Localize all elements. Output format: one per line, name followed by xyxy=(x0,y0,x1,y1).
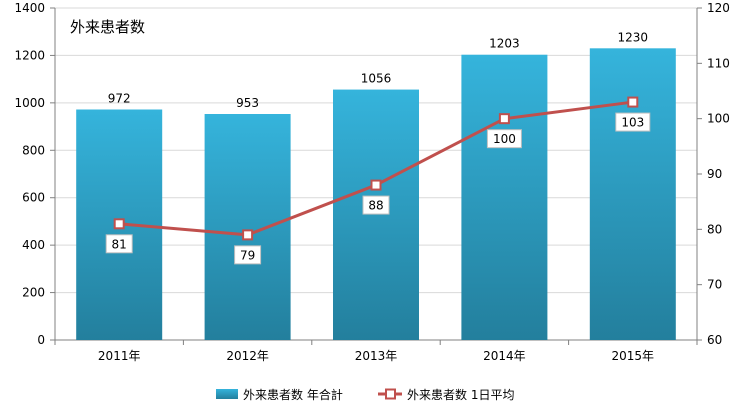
left-tick-label: 600 xyxy=(22,191,45,205)
bar-value-label: 1203 xyxy=(489,37,520,51)
line-point xyxy=(498,113,510,125)
line-value-label: 88 xyxy=(368,199,383,213)
chart-title: 外来患者数 xyxy=(70,18,145,36)
line-value-label: 103 xyxy=(621,116,644,130)
right-tick-label: 100 xyxy=(707,112,730,126)
line-value-label: 81 xyxy=(112,237,127,251)
left-tick-label: 1000 xyxy=(14,96,45,110)
line-label-box xyxy=(362,195,390,215)
right-tick-label: 110 xyxy=(707,56,730,70)
line-value-label: 79 xyxy=(240,248,255,262)
left-tick-label: 0 xyxy=(37,333,45,347)
left-tick-label: 800 xyxy=(22,143,45,157)
right-tick-label: 60 xyxy=(707,333,722,347)
legend: 外来患者数 年合計 外来患者数 1日平均 xyxy=(216,387,514,402)
bar xyxy=(461,54,548,341)
left-tick-label: 1200 xyxy=(14,48,45,62)
left-tick-label: 400 xyxy=(22,238,45,252)
line-label-box xyxy=(486,129,522,149)
line-label-box xyxy=(105,234,133,254)
left-tick-label: 200 xyxy=(22,286,45,300)
bar-value-label: 953 xyxy=(236,96,259,110)
legend-line-label: 外来患者数 1日平均 xyxy=(407,387,514,402)
line-label-box xyxy=(615,112,651,132)
legend-bar-label: 外来患者数 年合計 xyxy=(243,387,343,402)
x-tick-label: 2015年 xyxy=(612,349,655,363)
legend-line-marker xyxy=(385,388,396,400)
x-tick-label: 2014年 xyxy=(483,349,526,363)
line-point xyxy=(242,229,254,241)
right-tick-label: 80 xyxy=(707,222,722,236)
left-tick-label: 1400 xyxy=(14,1,45,15)
bar-value-label: 972 xyxy=(108,91,131,105)
bar xyxy=(589,48,676,341)
line-label-box xyxy=(234,245,262,265)
right-tick-label: 70 xyxy=(707,278,722,292)
bar-value-label: 1056 xyxy=(361,72,392,86)
x-tick-label: 2013年 xyxy=(355,349,398,363)
right-tick-label: 90 xyxy=(707,167,722,181)
line-point xyxy=(370,179,382,191)
x-tick-label: 2011年 xyxy=(98,349,141,363)
legend-bar-swatch xyxy=(216,389,238,399)
bar xyxy=(333,89,419,340)
right-tick-label: 120 xyxy=(707,1,730,15)
x-tick-label: 2012年 xyxy=(226,349,269,363)
line-point xyxy=(627,96,639,108)
bar xyxy=(204,114,291,340)
line-value-label: 100 xyxy=(493,132,516,146)
bar-value-label: 1230 xyxy=(618,30,649,44)
line-point xyxy=(113,218,125,230)
